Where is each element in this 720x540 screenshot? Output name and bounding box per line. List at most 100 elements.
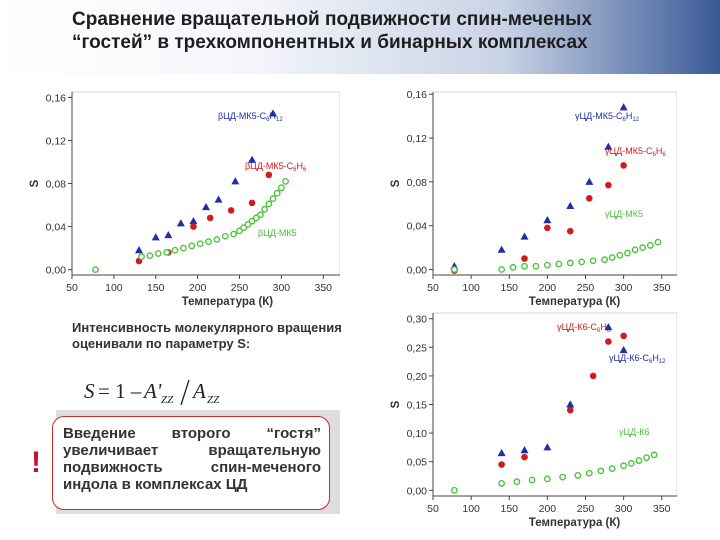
x-tick-label: 200 (539, 282, 557, 294)
data-point-open-circle (163, 248, 171, 256)
data-point-triangle (214, 195, 223, 203)
data-point-triangle (520, 446, 529, 454)
data-point-triangle (231, 177, 240, 185)
y-tick-label: 0,08 (46, 179, 67, 191)
data-point-triangle (543, 443, 552, 451)
formula-s-parameter: S = 1 – A' ZZ A ZZ (84, 379, 220, 406)
formula-lhs: S (84, 379, 95, 403)
data-point-circle (605, 181, 612, 189)
data-point-triangle (189, 216, 198, 225)
data-point-circle (589, 372, 597, 380)
data-point-open-circle (578, 258, 586, 266)
y-tick-label: 0,16 (46, 92, 67, 104)
data-point-circle (620, 162, 627, 169)
data-point-open-circle (646, 242, 654, 249)
data-point-circle (605, 338, 612, 345)
series-label: γЦД-МК5-C6H6 (605, 146, 666, 158)
data-point-circle (566, 227, 574, 235)
y-tick-label: 0,20 (407, 371, 428, 383)
data-point-triangle (604, 142, 613, 150)
data-point-open-circle (257, 211, 264, 219)
data-point-triangle (566, 400, 575, 408)
data-point-open-circle (543, 261, 551, 269)
data-point-open-circle (213, 236, 221, 243)
data-point-circle (521, 255, 528, 262)
data-point-open-circle (631, 246, 639, 254)
plot-area (71, 91, 340, 276)
x-tick-label: 50 (427, 503, 439, 515)
y-tick-label: 0,25 (407, 342, 428, 354)
data-point-open-circle (521, 262, 528, 270)
y-tick-label: 0,30 (407, 314, 428, 326)
data-point-triangle (619, 345, 628, 354)
x-tick-label: 250 (577, 282, 595, 294)
data-point-open-circle (154, 250, 162, 257)
data-point-open-circle (627, 460, 635, 467)
data-point-circle (190, 223, 197, 230)
data-point-open-circle (532, 262, 540, 270)
data-point-open-circle (650, 451, 658, 459)
data-point-circle (521, 453, 528, 461)
x-tick-label: 100 (105, 282, 123, 294)
data-point-triangle (176, 219, 185, 227)
data-point-open-circle (265, 200, 273, 208)
x-tick-label: 300 (273, 282, 291, 294)
data-point-circle (227, 207, 235, 214)
plot-area (432, 312, 677, 497)
data-point-open-circle (654, 238, 662, 246)
x-tick-label: 50 (66, 282, 78, 294)
x-tick-label: 350 (314, 282, 332, 294)
y-axis-label: S (390, 179, 402, 187)
x-tick-label: 50 (427, 282, 439, 294)
slide-title: Сравнение вращательной подвижности спин-… (72, 9, 592, 53)
data-point-triangle (497, 245, 506, 253)
data-point-open-circle (146, 252, 154, 260)
y-tick-label: 0,12 (46, 135, 67, 147)
data-point-open-circle (509, 263, 517, 271)
x-tick-label: 300 (615, 503, 633, 515)
series-label: γЦД-К6-C6H12 (609, 353, 666, 365)
data-point-circle (620, 332, 627, 340)
data-point-open-circle (252, 214, 260, 222)
data-point-open-circle (277, 184, 285, 192)
data-point-circle (248, 199, 256, 207)
x-tick-label: 300 (615, 282, 633, 294)
data-point-open-circle (528, 476, 536, 484)
data-point-open-circle (513, 478, 521, 486)
data-point-circle (498, 461, 505, 468)
x-tick-label: 100 (462, 503, 480, 515)
y-tick-label: 0,00 (46, 265, 67, 277)
formula-rhs-prefix: = 1 – (98, 379, 142, 403)
data-point-triangle (269, 109, 277, 117)
data-point-open-circle (555, 260, 563, 268)
data-point-open-circle (196, 240, 204, 248)
y-tick-label: 0,10 (407, 428, 428, 440)
data-point-circle (206, 214, 214, 222)
y-tick-label: 0,00 (407, 265, 428, 277)
data-point-open-circle (559, 473, 567, 481)
x-tick-label: 150 (500, 282, 518, 294)
x-tick-label: 100 (462, 282, 480, 294)
data-point-circle (586, 194, 593, 202)
data-point-open-circle (589, 257, 597, 265)
formula-denominator-sub: ZZ (207, 394, 220, 406)
data-point-triangle (151, 233, 160, 241)
plot-area (432, 91, 677, 276)
data-point-triangle (202, 202, 210, 211)
chart-beta-cd-mk5: 50 100 150 200 250 300 350 0,00 0,04 0,08 0,12 0,16… (29, 91, 340, 308)
data-point-open-circle (221, 232, 229, 240)
data-point-open-circle (643, 454, 650, 462)
data-point-triangle (566, 201, 575, 209)
data-point-open-circle (261, 205, 269, 213)
data-point-open-circle (498, 266, 506, 273)
y-tick-label: 0,12 (407, 133, 428, 145)
data-point-open-circle (574, 472, 582, 479)
formula-numerator: A' (142, 379, 162, 403)
x-tick-label: 150 (147, 282, 165, 294)
formula-numerator-sub: ZZ (161, 394, 174, 406)
data-point-open-circle (188, 242, 196, 250)
callout-box: Введение второго “гостя” увеличивает вра… (52, 416, 330, 510)
data-point-open-circle (498, 480, 506, 487)
x-axis-label: Температура (К) (182, 296, 274, 308)
y-tick-label: 0,08 (407, 177, 428, 189)
